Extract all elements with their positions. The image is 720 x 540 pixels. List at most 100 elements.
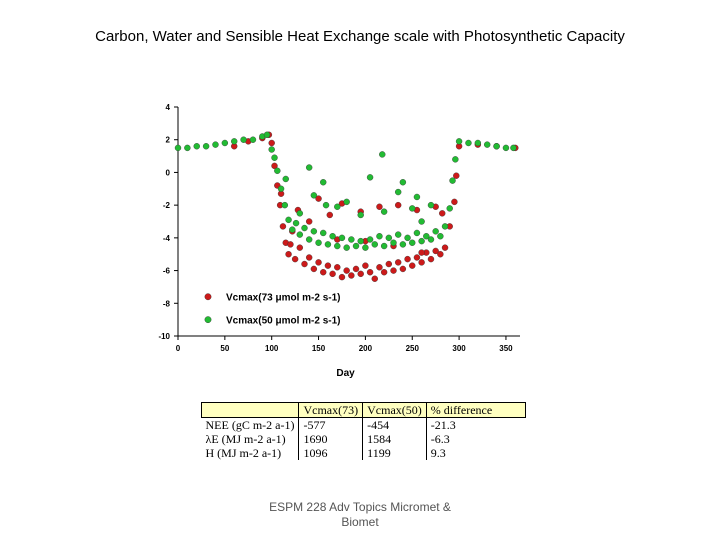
data-point-vcmax50 — [301, 224, 308, 232]
y-tick-label: -10 — [158, 332, 170, 341]
table-cell: 1584 — [362, 432, 427, 446]
table-header-vcmax50: Vcmax(50) — [362, 402, 427, 418]
data-point-vcmax73 — [310, 265, 318, 273]
data-point-vcmax73 — [343, 267, 350, 274]
data-point-vcmax50 — [184, 144, 191, 152]
data-point-vcmax50 — [465, 139, 472, 147]
data-point-vcmax73 — [279, 223, 287, 230]
data-point-vcmax50 — [413, 229, 421, 237]
table-cell: 1199 — [362, 446, 427, 460]
table-header-difference: % difference — [426, 402, 526, 418]
data-point-vcmax50 — [366, 236, 374, 243]
table-row: H (MJ m-2 a-1) 1096 1199 9.3 — [201, 446, 526, 460]
data-point-vcmax50 — [281, 201, 289, 209]
data-point-vcmax73 — [362, 262, 369, 269]
table-row: λE (MJ m-2 a-1) 1690 1584 -6.3 — [201, 432, 526, 446]
data-point-vcmax73 — [437, 251, 444, 258]
data-point-vcmax50 — [484, 141, 491, 148]
slide-footer: ESPM 228 Adv Topics Micromet & Biomet — [269, 500, 451, 529]
data-point-vcmax50 — [334, 242, 341, 250]
data-point-vcmax50 — [289, 226, 296, 233]
table-row: NEE (gC m-2 a-1) -577 -454 -21.3 — [201, 417, 526, 432]
y-tick-label: 2 — [166, 136, 171, 145]
data-point-vcmax50 — [268, 146, 275, 153]
data-point-vcmax50 — [274, 167, 281, 174]
data-point-vcmax73 — [352, 265, 360, 273]
data-point-vcmax50 — [343, 244, 350, 251]
x-tick-label: 300 — [452, 344, 466, 353]
data-point-vcmax73 — [390, 267, 397, 274]
table-header-empty — [200, 402, 300, 418]
table-cell: 9.3 — [430, 446, 446, 460]
x-tick-label: 250 — [406, 344, 420, 353]
table-row-label: H (MJ m-2 a-1) — [201, 446, 300, 460]
data-point-vcmax73 — [418, 249, 425, 256]
data-point-vcmax50 — [418, 237, 425, 245]
table-cell: 1690 — [298, 432, 364, 446]
data-point-vcmax50 — [231, 138, 238, 145]
data-point-vcmax50 — [394, 188, 402, 196]
data-point-vcmax73 — [427, 255, 435, 263]
data-point-vcmax50 — [240, 136, 247, 143]
data-point-vcmax73 — [366, 269, 374, 276]
data-point-vcmax50 — [449, 177, 456, 184]
data-point-vcmax50 — [380, 242, 388, 250]
data-point-vcmax50 — [474, 139, 482, 147]
data-point-vcmax73 — [329, 270, 336, 278]
data-point-vcmax50 — [352, 242, 360, 250]
slide-title: Carbon, Water and Sensible Heat Exchange… — [95, 28, 625, 45]
data-point-vcmax73 — [432, 247, 439, 255]
data-point-vcmax73 — [315, 259, 322, 266]
data-point-vcmax73 — [315, 195, 322, 202]
data-point-vcmax50 — [249, 136, 257, 143]
data-point-vcmax50 — [394, 231, 402, 238]
data-point-vcmax73 — [357, 270, 364, 278]
data-point-vcmax73 — [394, 259, 402, 266]
data-point-vcmax50 — [263, 131, 271, 139]
data-point-vcmax50 — [271, 154, 278, 161]
data-point-vcmax50 — [334, 203, 341, 210]
data-point-vcmax73 — [338, 273, 346, 281]
data-point-vcmax50 — [324, 241, 332, 248]
data-point-vcmax50 — [329, 233, 336, 240]
table-row-label: NEE (gC m-2 a-1) — [201, 417, 300, 432]
data-point-vcmax50 — [315, 239, 322, 246]
data-point-vcmax50 — [366, 174, 374, 181]
data-point-vcmax50 — [292, 219, 300, 227]
data-point-vcmax50 — [390, 239, 397, 246]
data-point-vcmax50 — [413, 193, 421, 201]
data-point-vcmax50 — [348, 236, 355, 243]
data-point-vcmax50 — [305, 236, 313, 243]
y-tick-label: -8 — [163, 299, 171, 308]
data-point-vcmax73 — [305, 218, 313, 225]
data-point-vcmax50 — [343, 198, 350, 206]
y-tick-label: 0 — [166, 168, 171, 177]
data-point-vcmax50 — [357, 211, 364, 219]
data-point-vcmax50 — [277, 185, 285, 192]
data-point-vcmax73 — [409, 262, 416, 269]
data-point-vcmax73 — [291, 255, 299, 263]
data-point-vcmax50 — [320, 229, 327, 237]
table-header-row: Vcmax(73) Vcmax(50) % difference — [200, 402, 526, 418]
data-point-vcmax50 — [379, 151, 386, 158]
data-point-vcmax50 — [399, 179, 407, 186]
data-point-vcmax50 — [310, 192, 318, 199]
data-point-vcmax73 — [376, 203, 383, 210]
data-point-vcmax50 — [380, 208, 388, 215]
data-point-vcmax50 — [493, 143, 500, 150]
table-cell: -6.3 — [430, 432, 450, 446]
data-point-vcmax73 — [324, 262, 332, 269]
data-point-vcmax50 — [409, 205, 416, 212]
data-point-vcmax50 — [221, 139, 229, 147]
table-cell: -577 — [298, 417, 364, 432]
data-point-vcmax50 — [427, 236, 435, 243]
legend-label-vcmax50: Vcmax(50 μmol m-2 s-1) — [226, 316, 341, 327]
legend-label-vcmax73: Vcmax(73 μmol m-2 s-1) — [226, 293, 341, 304]
table-cell: -21.3 — [430, 418, 456, 432]
data-point-vcmax50 — [296, 210, 304, 217]
y-tick-label: 4 — [166, 103, 171, 112]
x-tick-label: 50 — [220, 344, 229, 353]
data-point-vcmax50 — [212, 141, 219, 148]
data-point-vcmax50 — [455, 138, 463, 145]
data-point-vcmax73 — [380, 269, 388, 276]
